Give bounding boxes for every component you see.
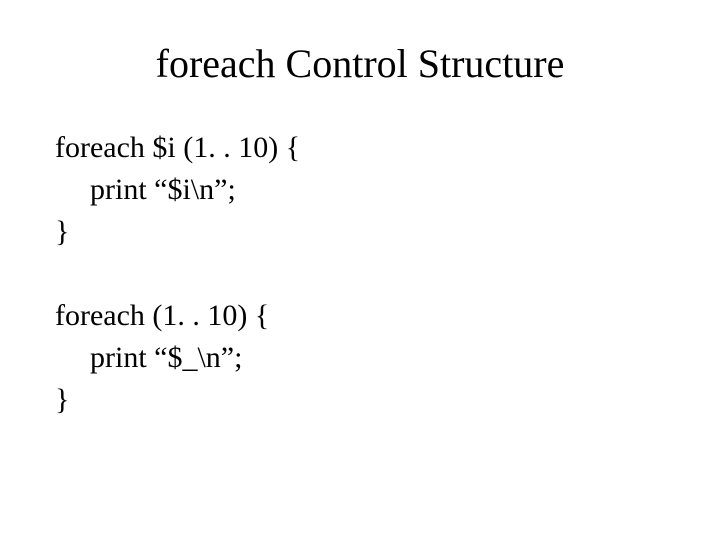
code-line: } bbox=[55, 211, 670, 253]
code-line: foreach $i (1. . 10) { bbox=[55, 127, 670, 169]
slide-container: foreach Control Structure foreach $i (1.… bbox=[0, 0, 720, 540]
code-line: foreach (1. . 10) { bbox=[55, 295, 670, 337]
code-line: print “$_\n”; bbox=[55, 337, 670, 379]
code-block-1: foreach $i (1. . 10) { print “$i\n”; } bbox=[55, 127, 670, 253]
spacer bbox=[50, 253, 670, 295]
code-line: print “$i\n”; bbox=[55, 169, 670, 211]
code-line: } bbox=[55, 379, 670, 421]
slide-title: foreach Control Structure bbox=[50, 40, 670, 87]
code-block-2: foreach (1. . 10) { print “$_\n”; } bbox=[55, 295, 670, 421]
